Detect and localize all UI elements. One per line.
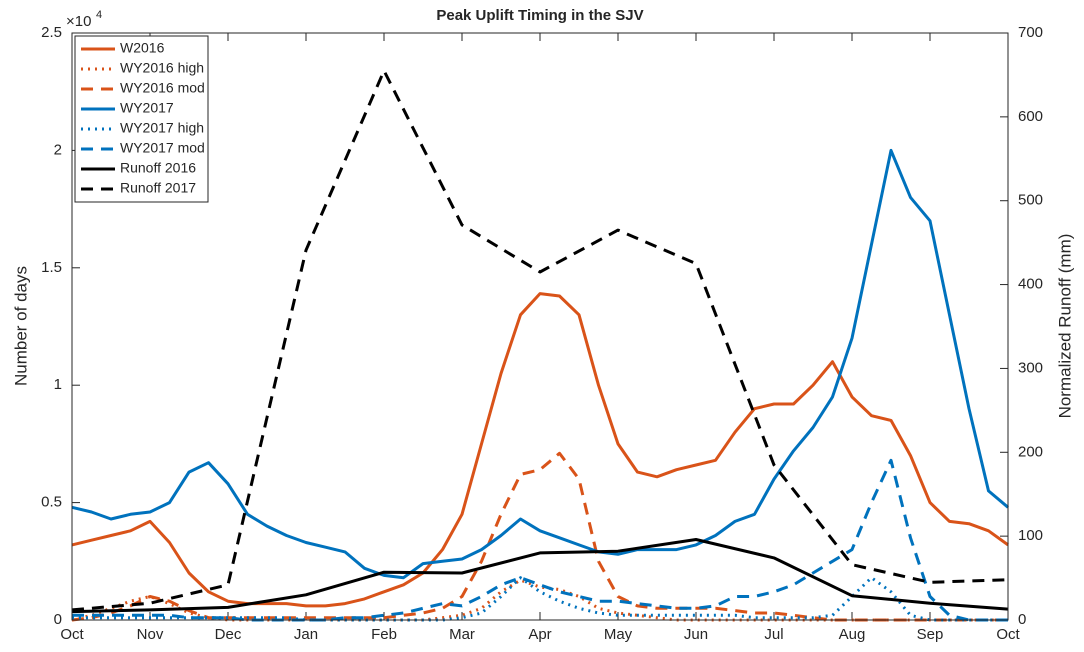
y2-tick-label: 300: [1018, 359, 1043, 376]
legend-label: WY2017 mod: [120, 140, 205, 156]
x-tick-label: Oct: [60, 626, 84, 643]
x-tick-label: Oct: [996, 626, 1020, 643]
series-line: [71, 69, 1009, 612]
series-line: [72, 458, 1008, 622]
y2-tick-label: 200: [1018, 443, 1043, 460]
x-tick-label: Jun: [684, 626, 708, 643]
x-tick-label: Nov: [137, 626, 164, 643]
legend-label: Runoff 2017: [120, 180, 196, 196]
series-line: [71, 292, 1009, 608]
legend-box: [74, 35, 209, 203]
y-multiplier-exponent: 4: [96, 9, 102, 21]
y2-tick-label: 700: [1018, 24, 1043, 41]
y-tick-label: 0.5: [41, 494, 62, 511]
legend: W2016 WY2016 high WY2016 mod WY2017 WY2017 h…: [74, 35, 209, 203]
y2-tick-label: 500: [1018, 192, 1043, 209]
x-tick-label: Aug: [839, 626, 866, 643]
y2-axis-label: Normalized Runoff (mm): [1055, 234, 1074, 419]
chart-title: Peak Uplift Timing in the SJV: [436, 7, 643, 24]
y2-tick-label: 100: [1018, 527, 1043, 544]
y-tick-label: 0: [54, 611, 62, 628]
series-line: [71, 148, 1009, 580]
x-tick-label: Feb: [371, 626, 397, 643]
y-tick-label: 1: [54, 376, 62, 393]
x-tick-label: Dec: [215, 626, 242, 643]
x-tick-label: Mar: [449, 626, 475, 643]
legend-label: W2016: [120, 40, 165, 56]
x-tick-label: Jul: [764, 626, 783, 643]
y2-tick-label: 0: [1018, 611, 1026, 628]
y2-tick-label: 600: [1018, 108, 1043, 125]
legend-label: WY2016 mod: [120, 80, 205, 96]
y-tick-label: 2: [54, 141, 62, 158]
legend-label: WY2017: [120, 100, 174, 116]
y-tick-label: 1.5: [41, 259, 62, 276]
y-axis-label: Number of days: [11, 266, 30, 386]
x-tick-label: Apr: [528, 626, 551, 643]
x-tick-label: May: [604, 626, 633, 643]
series-line: [71, 538, 1009, 614]
y-multiplier-base: ×10: [66, 13, 91, 30]
series-line: [72, 576, 1008, 622]
y2-tick-label: 400: [1018, 276, 1043, 293]
plot-frame: [71, 32, 1009, 621]
legend-label: WY2017 high: [120, 120, 204, 136]
y-tick-label: 2.5: [41, 24, 62, 41]
legend-label: WY2016 high: [120, 60, 204, 76]
x-tick-label: Jan: [294, 626, 318, 643]
legend-label: Runoff 2016: [120, 160, 196, 176]
x-tick-label: Sep: [917, 626, 944, 643]
